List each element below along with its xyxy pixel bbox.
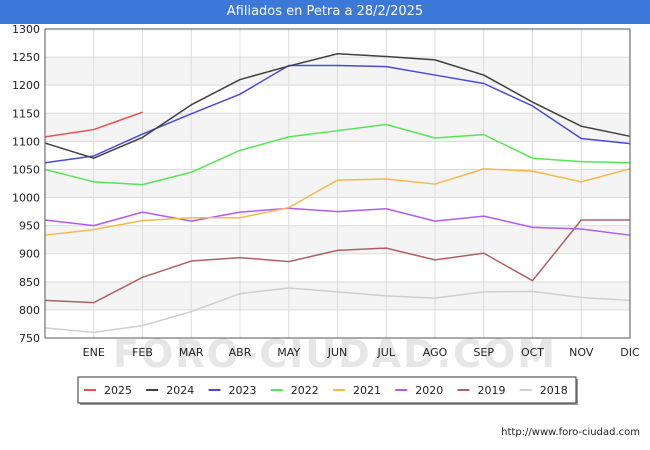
legend-label-2024: 2024	[166, 384, 194, 397]
legend-label-2023: 2023	[229, 384, 257, 397]
y-tick-label: 900	[19, 248, 40, 261]
plot-frame	[44, 28, 631, 339]
legend: 2025 2024 2023 2022 2021 2020 2019 2018	[77, 376, 578, 405]
x-tick-label: OCT	[521, 346, 544, 359]
x-tick-label: SEP	[473, 346, 494, 359]
y-tick-label: 1250	[12, 51, 40, 64]
series-line-2018	[44, 287, 631, 334]
y-tick-label: 950	[19, 220, 40, 233]
series-layer	[44, 52, 631, 334]
series-line-2023	[44, 64, 631, 164]
x-tick-label: AGO	[423, 346, 448, 359]
x-tick-label: DIC	[620, 346, 640, 359]
series-line-2019	[44, 219, 630, 304]
legend-label-2022: 2022	[291, 384, 319, 397]
x-tick-label: JUN	[327, 346, 348, 359]
x-tick-label: ABR	[229, 346, 252, 359]
footer-url[interactable]: http://www.foro-ciudad.com	[501, 427, 640, 438]
y-tick-label: 1050	[12, 163, 40, 176]
y-axis-ticks: 750 800 850 900 950 1000 1050 1100 1150 1200 1250 1…	[12, 24, 40, 345]
legend-box	[77, 376, 577, 404]
x-tick-label: NOV	[569, 346, 594, 359]
y-tick-label: 850	[19, 276, 40, 289]
legend-label-2021: 2021	[353, 384, 381, 397]
watermark: FORO-CIUDAD.COM	[113, 332, 557, 376]
series-line-2020	[44, 207, 631, 236]
series-line-2025	[44, 111, 143, 138]
y-tick-label: 1100	[12, 135, 40, 148]
legend-label-2018: 2018	[540, 384, 568, 397]
legend-label-2020: 2020	[415, 384, 443, 397]
x-tick-label: FEB	[132, 346, 153, 359]
y-tick-label: 1300	[12, 24, 40, 36]
series-line-2022	[44, 123, 631, 186]
chart-title: Afiliados en Petra a 28/2/2025	[0, 0, 650, 24]
x-tick-label: JUL	[377, 346, 396, 359]
y-tick-label: 1000	[12, 192, 40, 205]
x-axis-ticks: ENE FEB MAR ABR MAY JUN JUL AGO SEP OCT NOV DIC	[83, 346, 640, 359]
x-tick-label: MAY	[277, 346, 300, 359]
x-tick-label: ENE	[83, 346, 105, 359]
y-tick-label: 800	[19, 304, 40, 317]
y-tick-label: 1200	[12, 79, 40, 92]
line-chart: FORO-CIUDAD.COM 750 800 850 900 950 1000 1050 1…	[12, 24, 640, 405]
y-tick-label: 750	[19, 332, 40, 345]
y-tick-label: 1150	[12, 107, 40, 120]
legend-label-2025: 2025	[104, 384, 132, 397]
series-line-2021	[44, 168, 631, 236]
series-line-2024	[44, 52, 631, 159]
x-tick-label: MAR	[179, 346, 204, 359]
legend-label-2019: 2019	[478, 384, 506, 397]
